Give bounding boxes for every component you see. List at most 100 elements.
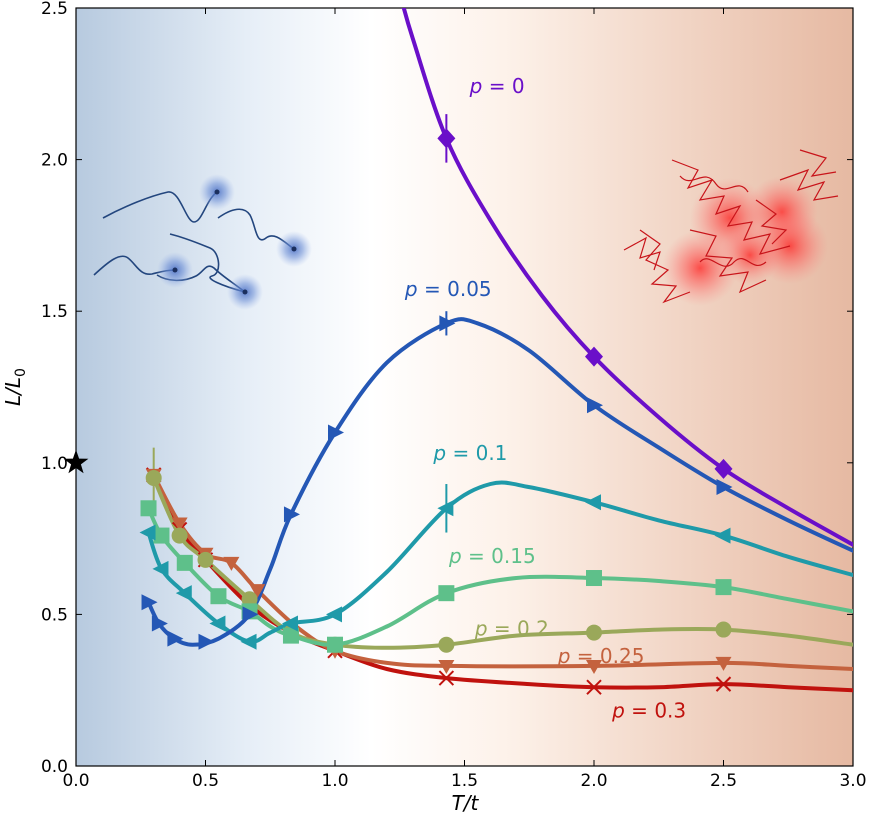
x-tick-label: 0.5 [192, 771, 219, 791]
data-point-triangle-down [438, 659, 455, 674]
data-point-triangle-right [283, 506, 300, 523]
data-point-square [586, 570, 602, 587]
plot-background [76, 8, 853, 766]
y-axis-label-main: L/L [1, 377, 25, 406]
x-tick-label: 1.0 [321, 771, 348, 791]
data-point-diamond [437, 128, 456, 149]
data-point-circle [197, 551, 214, 568]
series-label-symbol: p [448, 544, 462, 568]
data-point-triangle-left [240, 633, 257, 650]
y-tick-label: 0.5 [41, 605, 68, 625]
data-point-triangle-down [586, 659, 602, 674]
data-point-triangle-left [281, 615, 298, 632]
data-point-circle [715, 621, 732, 638]
data-point-triangle-right [167, 630, 184, 647]
x-tick-label: 2.5 [710, 771, 737, 791]
data-point-triangle-right [151, 615, 168, 632]
data-point-square [327, 636, 343, 653]
data-point-square [153, 527, 170, 544]
series-label-symbol: p [474, 617, 488, 641]
series-label: p = 0.15 [448, 544, 536, 568]
data-point-circle [241, 591, 258, 608]
series-label-equals: = [462, 544, 491, 568]
data-point-square [715, 579, 732, 596]
data-point-diamond [714, 458, 733, 479]
series-label-value: 0.25 [600, 644, 645, 668]
x-tick-label: 1.5 [451, 771, 478, 791]
series-label-symbol: p [611, 698, 625, 722]
data-point-triangle-down [249, 584, 266, 599]
data-point-triangle-right [198, 633, 215, 650]
y-tick-label: 1.5 [41, 302, 68, 322]
series-label-value: 0.15 [491, 544, 536, 568]
data-point-square [176, 554, 193, 571]
data-point-triangle-left [209, 615, 226, 632]
series-label: p = 0.2 [474, 617, 549, 641]
y-axis-label: L/L0 [1, 368, 29, 406]
data-point-triangle-left [585, 494, 601, 511]
data-point-triangle-left [139, 524, 156, 541]
reference-point-star [63, 449, 89, 474]
y-tick-label: 2.5 [41, 0, 68, 19]
series-label: p = 0.25 [557, 644, 645, 668]
series-markers [63, 128, 733, 695]
data-point-circle [586, 624, 602, 641]
series-label-symbol: p [404, 277, 418, 301]
y-tick-label: 2.0 [41, 151, 68, 171]
data-point-square [438, 585, 455, 602]
y-axis-label-subscript: 0 [13, 368, 29, 377]
series-label-value: 0 [512, 74, 525, 98]
data-point-square [282, 627, 299, 644]
series-label-equals: = [625, 698, 654, 722]
series-label-equals: = [488, 617, 517, 641]
delocalized-state-illustration [623, 149, 839, 304]
y-tick-label: 0.0 [41, 757, 68, 777]
series-label-symbol: p [469, 74, 483, 98]
data-point-diamond [585, 346, 603, 367]
series-label-equals: = [446, 441, 475, 465]
series-label: p = 0 [469, 74, 525, 98]
data-point-triangle-down [171, 517, 188, 532]
series-label: p = 0.05 [404, 277, 492, 301]
data-point-triangle-left [714, 527, 731, 544]
y-tick-label: 1.0 [41, 454, 68, 474]
series-label-equals: = [570, 644, 599, 668]
data-point-triangle-right [439, 315, 456, 332]
series-label: p = 0.1 [432, 441, 507, 465]
x-axis-label: T/t [452, 791, 480, 815]
data-point-triangle-left [152, 560, 169, 577]
data-point-triangle-left [326, 606, 342, 623]
axes: 0.0 0.5 1.0 1.5 2.0 2.5 3.0 0.0 0.5 1.0 1.5 2.0 2.5 [41, 0, 867, 791]
series-label-symbol: p [557, 644, 571, 668]
x-tick-label: 2.0 [580, 771, 607, 791]
data-point-triangle-left [175, 585, 192, 602]
localized-blobs [157, 174, 312, 310]
data-point-square [210, 588, 227, 605]
series-label: p = 0.3 [611, 698, 686, 722]
series-label-value: 0.3 [654, 698, 686, 722]
data-point-triangle-down [223, 556, 240, 571]
data-point-x [438, 670, 455, 686]
series-curve [146, 480, 853, 644]
series-label-value: 0.2 [517, 617, 549, 641]
series-curve [146, 506, 853, 647]
data-point-square [140, 500, 157, 517]
data-point-x [586, 679, 602, 695]
data-point-triangle-down [715, 656, 732, 671]
x-tick-label: 3.0 [839, 771, 866, 791]
data-point-triangle-right [141, 594, 158, 611]
series-label-equals: = [482, 74, 511, 98]
series-label-value: 0.05 [447, 277, 492, 301]
series-curve [401, 8, 853, 547]
series-label-value: 0.1 [476, 441, 508, 465]
x-tick-label: 0.0 [62, 771, 89, 791]
data-point-circle [438, 636, 455, 653]
data-point-triangle-left [437, 500, 454, 517]
series-label-equals: = [418, 277, 447, 301]
series-labels: p = 0.3p = 0.25p = 0.2p = 0.15p = 0.1p =… [404, 74, 686, 723]
data-point-circle [145, 469, 162, 486]
data-point-triangle-right [328, 424, 344, 441]
data-point-triangle-right [242, 606, 259, 623]
data-point-triangle-right [587, 397, 603, 414]
